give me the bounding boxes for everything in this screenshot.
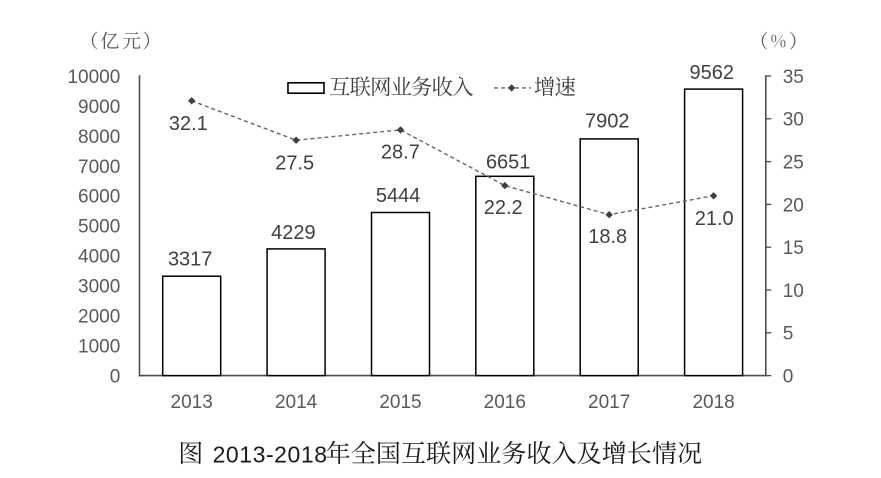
svg-text:10000: 10000 [67,67,120,88]
svg-text:27.5: 27.5 [275,153,314,175]
svg-text:30: 30 [783,110,804,131]
svg-text:10: 10 [783,281,804,302]
svg-text:8000: 8000 [78,127,120,148]
svg-text:3317: 3317 [168,249,213,271]
svg-text:18.8: 18.8 [588,226,627,248]
svg-text:2018: 2018 [692,392,734,413]
svg-text:9000: 9000 [78,97,120,118]
svg-text:4000: 4000 [78,247,120,268]
svg-text:2013-2018: 2013-2018 [213,441,328,467]
svg-text:5000: 5000 [78,217,120,238]
svg-text:7902: 7902 [585,111,630,133]
svg-text:21.0: 21.0 [695,208,734,230]
svg-text:7000: 7000 [78,157,120,178]
svg-text:2013: 2013 [171,392,213,413]
svg-text:5: 5 [783,324,794,345]
svg-text:0: 0 [783,367,794,388]
svg-text:2015: 2015 [379,392,421,413]
svg-text:2017: 2017 [588,392,630,413]
svg-text:1000: 1000 [78,337,120,358]
svg-text:3000: 3000 [78,277,120,298]
svg-text:25: 25 [783,153,804,174]
svg-text:15: 15 [783,238,804,259]
svg-text:9562: 9562 [690,62,735,84]
svg-text:2014: 2014 [275,392,318,413]
svg-text:28.7: 28.7 [381,142,420,164]
svg-text:22.2: 22.2 [484,197,523,219]
svg-text:32.1: 32.1 [169,113,208,135]
svg-text:2000: 2000 [78,307,120,328]
svg-text:35: 35 [783,67,804,88]
svg-text:6651: 6651 [486,152,531,174]
svg-text:4229: 4229 [271,222,316,244]
svg-text:0: 0 [110,367,121,388]
svg-text:6000: 6000 [78,187,120,208]
svg-text:5444: 5444 [376,185,421,207]
svg-text:2016: 2016 [484,392,526,413]
svg-text:20: 20 [783,195,804,216]
